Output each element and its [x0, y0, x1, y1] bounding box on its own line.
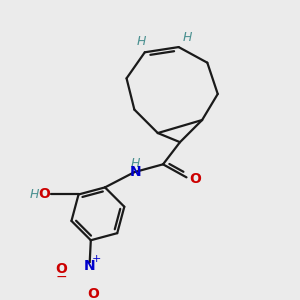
Text: O: O	[39, 188, 51, 202]
Text: N: N	[130, 165, 142, 179]
Text: H: H	[131, 157, 140, 170]
Text: O: O	[88, 287, 99, 300]
Text: O: O	[56, 262, 68, 276]
Text: H: H	[136, 35, 146, 48]
Text: −: −	[56, 270, 68, 284]
Text: H: H	[30, 188, 39, 201]
Text: +: +	[91, 254, 101, 264]
Text: H: H	[183, 32, 193, 44]
Text: O: O	[190, 172, 202, 186]
Text: N: N	[84, 259, 95, 273]
